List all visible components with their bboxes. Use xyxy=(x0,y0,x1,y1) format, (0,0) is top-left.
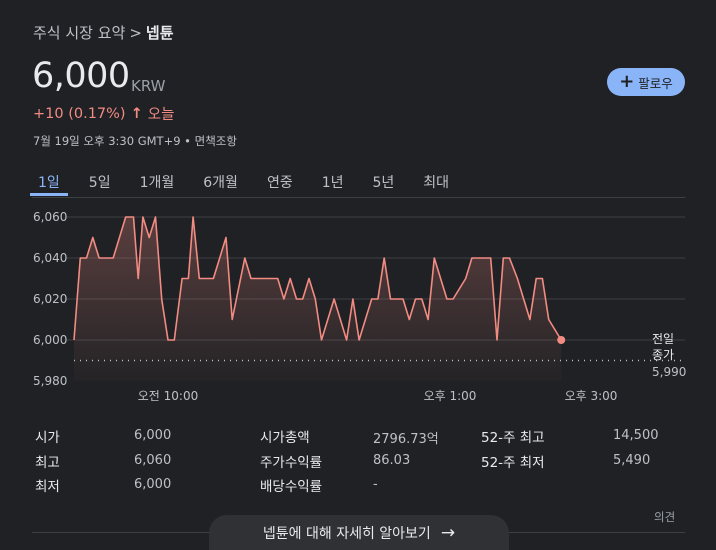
stat-label: 주가수익률 xyxy=(260,455,323,471)
quote-timestamp: 7월 19일 오후 3:30 GMT+9 • 면책조항 xyxy=(33,134,237,148)
y-tick-label: 6,060 xyxy=(33,210,67,224)
tab-1y[interactable]: 1년 xyxy=(321,175,344,191)
stat-value: 5,490 xyxy=(613,453,651,468)
change-value: +10 (0.17%) xyxy=(33,105,126,122)
stat-value: 14,500 xyxy=(613,428,659,443)
y-tick-label: 6,020 xyxy=(33,292,67,306)
stat-value: 6,000 xyxy=(134,428,172,443)
previous-close-value: 5,990 xyxy=(652,365,686,379)
breadcrumb: 주식 시장 요약 > 넵튠 xyxy=(33,22,174,43)
stat-value: 2796.73억 xyxy=(373,432,439,447)
plus-icon: + xyxy=(619,71,635,92)
previous-close-label: 종가 xyxy=(652,348,674,362)
stat-label: 52-주 최저 xyxy=(481,455,545,471)
breadcrumb-parent[interactable]: 주식 시장 요약 xyxy=(33,24,126,42)
tab-1d[interactable]: 1일 xyxy=(30,168,68,196)
stat-label: 최저 xyxy=(35,479,60,495)
price-area xyxy=(74,217,562,381)
tab-5d[interactable]: 5일 xyxy=(88,175,111,191)
stat-label: 최고 xyxy=(35,455,60,471)
previous-close-label: 전일 xyxy=(652,332,674,346)
stat-value: 86.03 xyxy=(373,453,411,468)
stock-price: 6,000 xyxy=(32,56,130,96)
change-period: 오늘 xyxy=(147,107,175,123)
currency-code: KRW xyxy=(131,77,166,95)
y-tick-label: 6,000 xyxy=(33,333,67,347)
tab-5y[interactable]: 5년 xyxy=(372,175,395,191)
tab-max[interactable]: 최대 xyxy=(423,175,450,191)
stat-value: 6,060 xyxy=(134,453,172,468)
range-tabs: 1일 5일 1개월 6개월 연중 1년 5년 최대 xyxy=(30,168,470,196)
y-tick-label: 6,040 xyxy=(33,251,67,265)
follow-button[interactable]: + 팔로우 xyxy=(607,68,685,96)
stat-label: 시가 xyxy=(35,430,60,446)
feedback-link[interactable]: 의견 xyxy=(654,510,676,524)
breadcrumb-current: 넵튠 xyxy=(145,24,174,42)
tab-6m[interactable]: 6개월 xyxy=(203,175,238,191)
learn-more-label: 넵튠에 대해 자세히 알아보기 xyxy=(262,525,431,542)
tab-ytd[interactable]: 연중 xyxy=(266,175,293,191)
follow-label: 팔로우 xyxy=(638,75,673,91)
stat-label: 시가총액 xyxy=(260,430,310,446)
breadcrumb-separator: > xyxy=(129,24,142,42)
stat-value: 6,000 xyxy=(134,477,172,492)
learn-more-button[interactable]: 넵튠에 대해 자세히 알아보기 → xyxy=(209,515,509,550)
tab-1m[interactable]: 1개월 xyxy=(139,175,175,191)
x-tick-label: 오후 3:00 xyxy=(565,389,618,403)
arrow-up-icon: ↑ xyxy=(130,105,143,122)
y-tick-label: 5,980 xyxy=(33,374,67,388)
x-tick-label: 오후 1:00 xyxy=(424,389,477,403)
x-tick-label: 오전 10:00 xyxy=(138,389,198,403)
last-price-dot xyxy=(557,336,566,344)
stat-label: 배당수익률 xyxy=(260,479,323,495)
tabs-divider xyxy=(32,197,685,198)
stat-value: - xyxy=(373,477,378,492)
price-chart[interactable]: 5,980 6,000 6,020 6,040 6,060 오전 10:00 오후 1:00… xyxy=(0,200,716,410)
arrow-right-icon: → xyxy=(440,522,456,543)
price-change: +10 (0.17%) ↑ 오늘 xyxy=(33,103,174,124)
price-line xyxy=(73,216,562,341)
stat-label: 52-주 최고 xyxy=(481,430,545,446)
